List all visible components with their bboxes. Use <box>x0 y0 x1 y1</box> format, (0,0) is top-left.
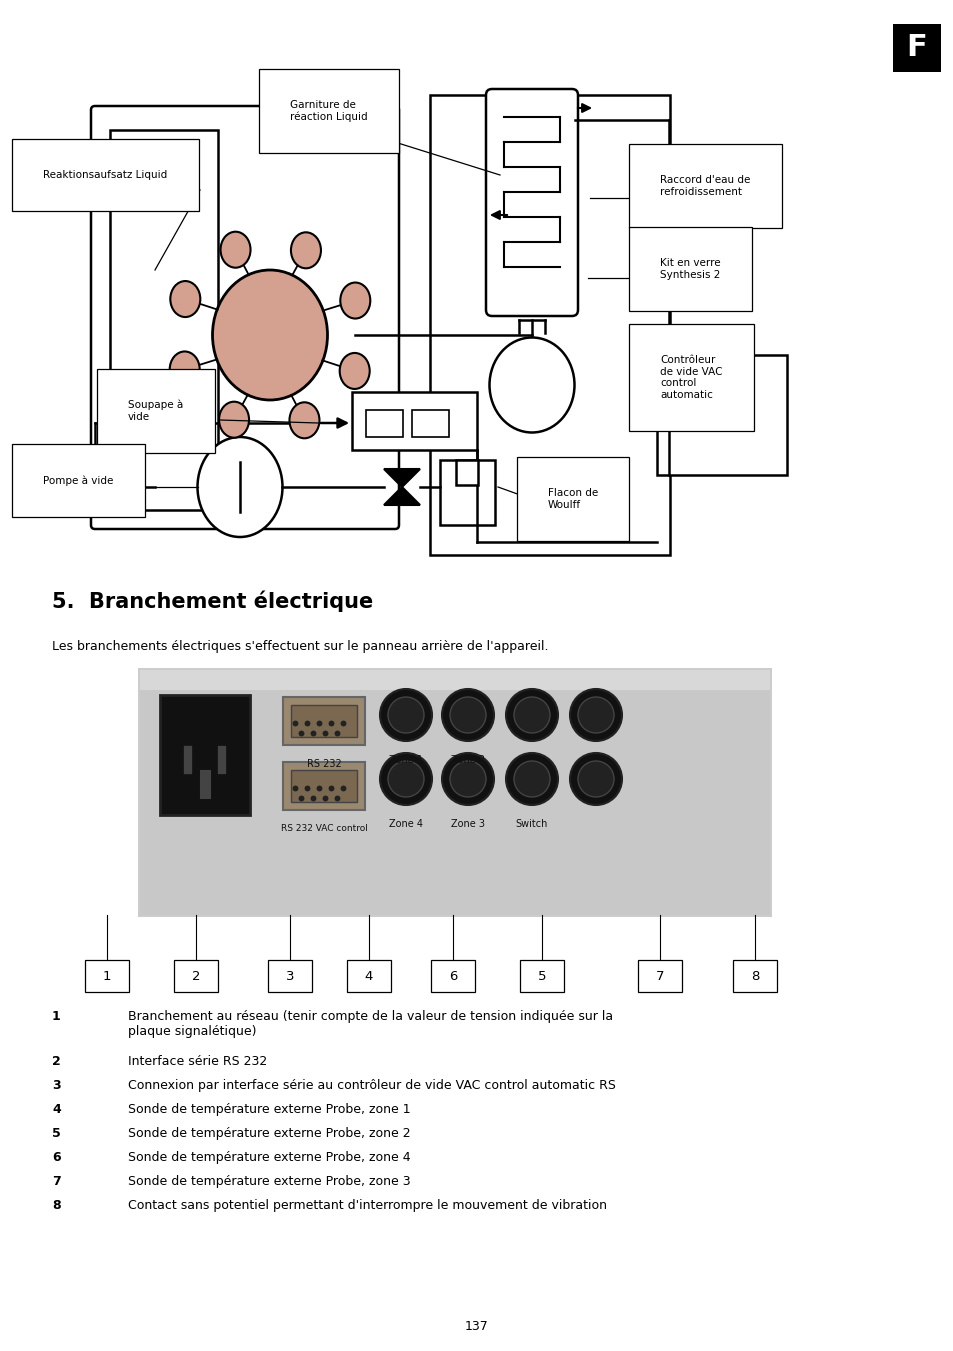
Text: Contrôleur
de vide VAC
control
automatic: Contrôleur de vide VAC control automatic <box>659 355 721 400</box>
Text: RS 232: RS 232 <box>306 759 341 769</box>
Ellipse shape <box>219 401 249 438</box>
Circle shape <box>450 697 485 734</box>
Circle shape <box>505 689 558 740</box>
Bar <box>268 961 312 992</box>
Circle shape <box>514 761 550 797</box>
Bar <box>110 130 218 509</box>
Text: Sonde de température externe Probe, zone 1: Sonde de température externe Probe, zone… <box>128 1102 410 1116</box>
Text: Switch: Switch <box>516 819 548 830</box>
Circle shape <box>388 761 423 797</box>
Bar <box>283 762 365 811</box>
Text: 3: 3 <box>52 1079 61 1092</box>
Bar <box>352 392 476 450</box>
Bar <box>431 961 475 992</box>
Circle shape <box>569 753 621 805</box>
Bar <box>439 459 495 526</box>
Circle shape <box>379 753 432 805</box>
Text: Reaktionsaufsatz Liquid: Reaktionsaufsatz Liquid <box>43 170 167 180</box>
Text: 8: 8 <box>750 970 759 982</box>
Text: Connexion par interface série au contrôleur de vide VAC control automatic RS: Connexion par interface série au contrôl… <box>128 1079 616 1092</box>
Circle shape <box>450 761 485 797</box>
Text: F: F <box>905 34 926 62</box>
Text: Les branchements électriques s'effectuent sur le panneau arrière de l'appareil.: Les branchements électriques s'effectuen… <box>52 640 548 653</box>
Bar <box>732 961 776 992</box>
Polygon shape <box>384 469 419 486</box>
Circle shape <box>388 697 423 734</box>
Text: Zone 1: Zone 1 <box>389 755 422 765</box>
Text: 137: 137 <box>465 1320 488 1333</box>
Bar <box>892 24 940 72</box>
Text: 1: 1 <box>103 970 112 982</box>
Ellipse shape <box>171 281 200 317</box>
Text: 7: 7 <box>52 1175 61 1188</box>
FancyBboxPatch shape <box>485 89 578 316</box>
Text: 3: 3 <box>286 970 294 982</box>
Bar <box>291 770 356 802</box>
Text: 5: 5 <box>537 970 546 982</box>
Circle shape <box>514 697 550 734</box>
Bar <box>283 697 365 744</box>
Ellipse shape <box>289 403 319 438</box>
Polygon shape <box>384 486 419 505</box>
Circle shape <box>505 753 558 805</box>
FancyBboxPatch shape <box>91 105 398 530</box>
Bar <box>412 409 449 436</box>
Bar <box>366 409 402 436</box>
Ellipse shape <box>339 353 370 389</box>
Bar <box>85 961 129 992</box>
Bar <box>456 459 477 485</box>
Text: Contact sans potentiel permettant d'interrompre le mouvement de vibration: Contact sans potentiel permettant d'inte… <box>128 1198 606 1212</box>
Text: 1: 1 <box>52 1011 61 1023</box>
Text: Sonde de température externe Probe, zone 4: Sonde de température externe Probe, zone… <box>128 1151 410 1165</box>
Ellipse shape <box>220 232 251 267</box>
Bar <box>140 670 769 915</box>
Ellipse shape <box>213 270 327 400</box>
Bar <box>430 95 669 555</box>
Text: Zone 2: Zone 2 <box>451 755 484 765</box>
Bar <box>347 961 391 992</box>
Circle shape <box>441 753 494 805</box>
Text: 5: 5 <box>52 1127 61 1140</box>
Ellipse shape <box>291 232 320 269</box>
Bar <box>291 705 356 738</box>
Text: 6: 6 <box>448 970 456 982</box>
Circle shape <box>578 697 614 734</box>
Text: 2: 2 <box>192 970 200 982</box>
Text: 6: 6 <box>52 1151 61 1165</box>
Text: Flacon de
Woulff: Flacon de Woulff <box>547 488 598 509</box>
Circle shape <box>578 761 614 797</box>
Text: Interface série RS 232: Interface série RS 232 <box>128 1055 267 1069</box>
Text: Sonde de température externe Probe, zone 2: Sonde de température externe Probe, zone… <box>128 1127 410 1140</box>
Text: Kit en verre
Synthesis 2: Kit en verre Synthesis 2 <box>659 258 720 280</box>
Bar <box>638 961 681 992</box>
Text: 2: 2 <box>52 1055 61 1069</box>
Text: 4: 4 <box>52 1102 61 1116</box>
Text: 4: 4 <box>364 970 373 982</box>
Bar <box>173 961 218 992</box>
Text: 8: 8 <box>52 1198 61 1212</box>
Text: Raccord d'eau de
refroidissement: Raccord d'eau de refroidissement <box>659 176 750 197</box>
Ellipse shape <box>489 338 574 432</box>
Text: Soupape à
vide: Soupape à vide <box>128 400 183 422</box>
Bar <box>657 355 786 476</box>
Bar <box>138 667 771 917</box>
Text: 7: 7 <box>655 970 663 982</box>
Text: 5.  Branchement électrique: 5. Branchement électrique <box>52 590 373 612</box>
Circle shape <box>441 689 494 740</box>
Ellipse shape <box>340 282 370 319</box>
Circle shape <box>569 689 621 740</box>
Text: Garniture de
réaction Liquid: Garniture de réaction Liquid <box>290 100 367 122</box>
Circle shape <box>379 689 432 740</box>
Text: Zone 3: Zone 3 <box>451 819 484 830</box>
Bar <box>140 670 769 690</box>
Text: Branchement au réseau (tenir compte de la valeur de tension indiquée sur la
plaq: Branchement au réseau (tenir compte de l… <box>128 1011 613 1038</box>
Text: RS 232 VAC control: RS 232 VAC control <box>280 824 367 834</box>
Bar <box>519 961 563 992</box>
Text: Sonde de température externe Probe, zone 3: Sonde de température externe Probe, zone… <box>128 1175 410 1188</box>
Ellipse shape <box>170 351 199 388</box>
Bar <box>160 694 250 815</box>
Text: Zone 4: Zone 4 <box>389 819 422 830</box>
Text: Pompe à vide: Pompe à vide <box>43 476 113 485</box>
Ellipse shape <box>197 436 282 536</box>
